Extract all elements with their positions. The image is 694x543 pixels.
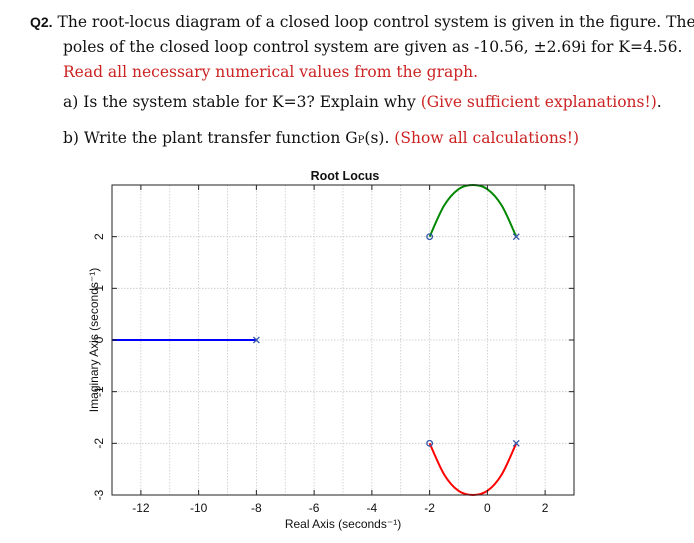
part-b: b) Write the plant transfer function GP(… bbox=[63, 129, 579, 147]
x-tick-label: 0 bbox=[484, 501, 491, 515]
part-b-subscript: P bbox=[357, 135, 365, 146]
zero-marker bbox=[426, 439, 434, 447]
x-tick-label: -6 bbox=[309, 501, 320, 515]
part-b-note: (Show all calculations!) bbox=[394, 129, 580, 147]
question-line-1: Q2. The root-locus diagram of a closed l… bbox=[30, 10, 694, 35]
y-axis-label: Imaginary Axis (seconds⁻¹) bbox=[87, 268, 101, 412]
part-a-note: (Give sufficient explanations!) bbox=[420, 93, 657, 111]
part-a-end: . bbox=[656, 93, 662, 111]
question-number: Q2. bbox=[30, 14, 53, 30]
y-tick-label: -1 bbox=[92, 386, 106, 397]
y-tick-label: 0 bbox=[92, 336, 106, 343]
question-line-2: poles of the closed loop control system … bbox=[63, 38, 683, 56]
chart-title: Root Locus bbox=[311, 169, 380, 183]
x-tick-label: -8 bbox=[251, 501, 262, 515]
y-tick-label: -2 bbox=[92, 438, 106, 449]
y-tick-label: 2 bbox=[92, 233, 106, 240]
x-axis-label: Real Axis (seconds⁻¹) bbox=[285, 517, 401, 531]
question-line-3: Read all necessary numerical values from… bbox=[63, 63, 479, 81]
pole-marker bbox=[512, 439, 520, 447]
question-text-1: The root-locus diagram of a closed loop … bbox=[57, 13, 694, 31]
question-block: Q2. The root-locus diagram of a closed l… bbox=[30, 10, 694, 85]
x-tick-label: 2 bbox=[542, 501, 549, 515]
part-b-text: b) Write the plant transfer function G bbox=[63, 129, 358, 147]
y-tick-label: 1 bbox=[92, 285, 106, 292]
x-tick-label: -2 bbox=[424, 501, 435, 515]
x-tick-label: -4 bbox=[367, 501, 378, 515]
x-tick-label: -12 bbox=[132, 501, 150, 515]
y-tick-label: -3 bbox=[92, 489, 106, 500]
zero-marker bbox=[426, 233, 434, 241]
part-a-text: a) Is the system stable for K=3? Explain… bbox=[63, 93, 421, 111]
pole-marker bbox=[252, 336, 260, 344]
part-b-text2: (s). bbox=[364, 129, 395, 147]
part-a: a) Is the system stable for K=3? Explain… bbox=[63, 93, 662, 111]
x-tick-label: -10 bbox=[190, 501, 208, 515]
pole-marker bbox=[512, 233, 520, 241]
